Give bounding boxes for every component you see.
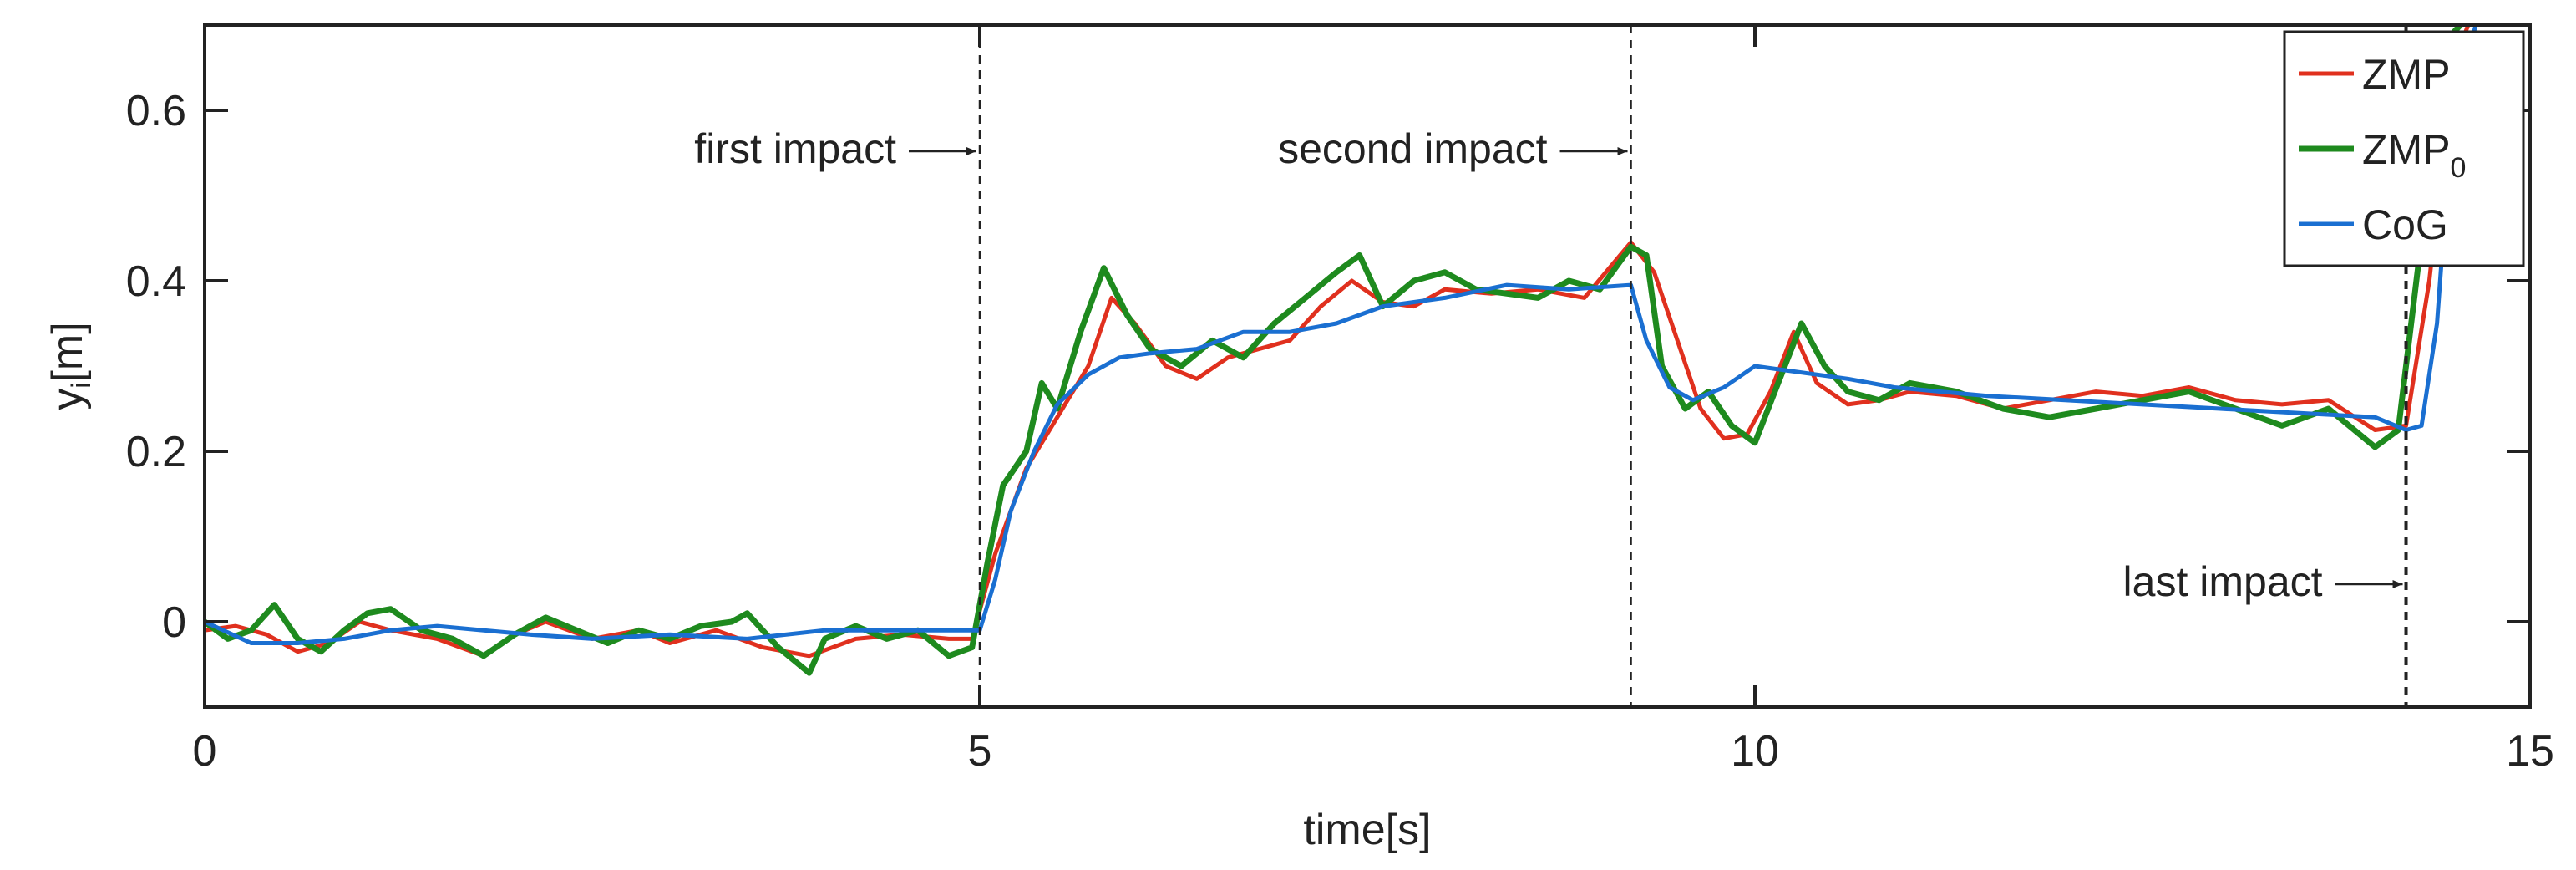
- series-line-cog: [205, 25, 2478, 645]
- x-tick-label: 15: [2506, 727, 2554, 776]
- series-line-zmp0: [205, 25, 2463, 676]
- x-tick-label: 5: [968, 727, 992, 776]
- y-tick-label: 0: [162, 598, 186, 647]
- legend-label-cog: CoG: [2362, 201, 2448, 248]
- y-tick-label: 0.2: [126, 428, 186, 476]
- y-axis-label: yi[m]: [43, 322, 96, 410]
- x-axis-label: time[s]: [1303, 806, 1431, 854]
- legend: ZMP ZMP0 CoG: [2283, 30, 2525, 267]
- series-layer: [205, 25, 2478, 676]
- axis-ticks: 0 5 10 15 0 0.2 0.4 0.6: [126, 25, 2554, 776]
- impact-label-1: first impact: [694, 125, 896, 172]
- x-tick-label: 0: [193, 727, 217, 776]
- plot-area: [205, 25, 2530, 707]
- plot-frame: [203, 23, 2532, 709]
- impact-label-2: second impact: [1278, 125, 1547, 172]
- y-tick-label: 0.4: [126, 257, 186, 306]
- legend-label-zmp0: ZMP0: [2362, 126, 2466, 184]
- y-tick-label: 0.6: [126, 87, 186, 135]
- impact-label-3: last impact: [2123, 558, 2323, 605]
- x-tick-label: 10: [1731, 727, 1779, 776]
- legend-label-zmp: ZMP: [2362, 51, 2451, 98]
